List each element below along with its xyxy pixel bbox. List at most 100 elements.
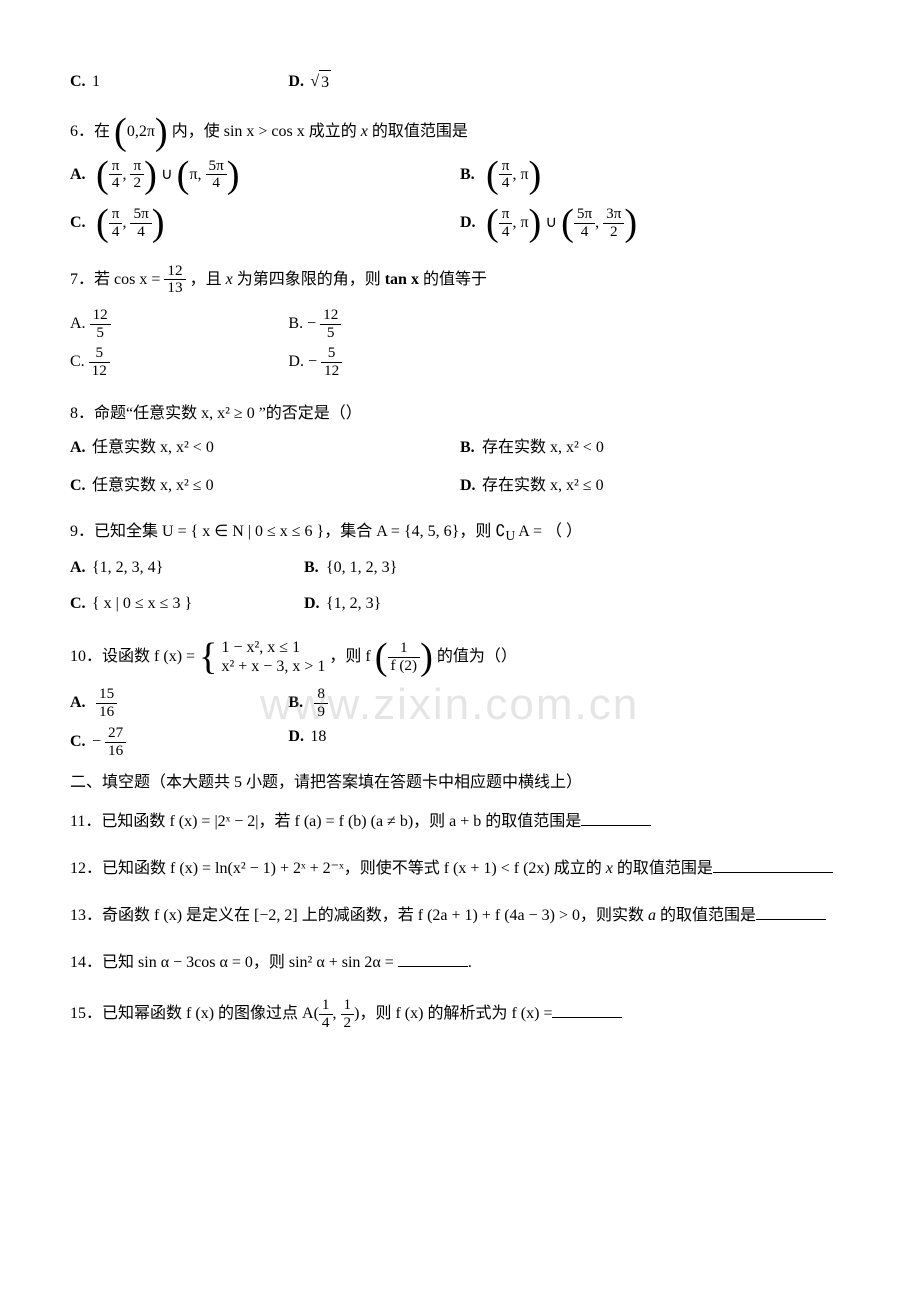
tanx: tan x [385, 270, 419, 287]
text: 的取值范围是 [368, 123, 468, 140]
text: ，则 [459, 523, 495, 540]
interval-l: 0, [127, 123, 139, 140]
text: 命题“任意实数 x, x² ≥ 0 ”的否定是（） [94, 405, 362, 422]
q8-option-a: A.任意实数 x, x² < 0 [70, 436, 460, 460]
text: ，若 [259, 813, 295, 830]
q8-option-d: D.存在实数 x, x² ≤ 0 [460, 474, 850, 498]
text: 的解析式为 [423, 1005, 511, 1022]
text: 已知函数 [101, 813, 169, 830]
q9-option-d: D.{1, 2, 3} [304, 592, 522, 616]
q6-option-c: C. ( π4, 5π4 ) [70, 206, 460, 240]
q-number: 12． [70, 860, 102, 877]
question-15: 15．已知幂函数 f (x) 的图像过点 A(14, 12)，则 f (x) 的… [70, 997, 850, 1031]
text: 已知函数 [102, 860, 170, 877]
q6-stem: 6．在 (0,2π) 内，使 sin x > cos x 成立的 x 的取值范围… [70, 117, 850, 148]
sub-u: U [506, 528, 516, 543]
answer-blank [552, 1001, 622, 1018]
neg: − [92, 733, 101, 750]
text: 的值为（） [437, 648, 517, 665]
union: ∪ [545, 214, 557, 231]
answer-blank [756, 903, 826, 920]
text: 已知幂函数 [102, 1005, 186, 1022]
text: 内，使 [172, 123, 224, 140]
cond: f (a) = f (b) (a ≠ b) [295, 813, 414, 830]
text: 已知 [102, 954, 138, 971]
opt-label: B. [460, 163, 482, 187]
q-number: 13． [70, 907, 102, 924]
text: 已知全集 [94, 523, 162, 540]
cond: f (2a + 1) + f (4a − 3) > 0 [418, 907, 580, 924]
question-13: 13．奇函数 f (x) 是定义在 [−2, 2] 上的减函数，若 f (2a … [70, 903, 850, 928]
fx: f (x) = ln(x² − 1) + 2ˣ + 2⁻ˣ [170, 860, 344, 877]
opt-label: C. [70, 211, 92, 235]
q8-option-b: B.存在实数 x, x² < 0 [460, 436, 850, 460]
text: ，则实数 [580, 907, 648, 924]
question-7: 7．若 cos x = 1213 ，且 x 为第四象限的角，则 tan x 的值… [70, 263, 850, 380]
q9-stem: 9．已知全集 U = { x ∈ N | 0 ≤ x ≤ 6 }，集合 A = … [70, 520, 850, 546]
sqrt-expr: √3 [310, 70, 331, 95]
q7-option-a: A. 125 [70, 307, 288, 341]
text: 在 [94, 123, 110, 140]
opt-label: C. [70, 353, 85, 370]
q-number: 10． [70, 648, 102, 665]
q7-option-c: C. 512 [70, 345, 288, 379]
question-6: 6．在 (0,2π) 内，使 sin x > cos x 成立的 x 的取值范围… [70, 117, 850, 241]
q-number: 9． [70, 523, 94, 540]
q10-option-a: A. 1516 [70, 686, 288, 720]
q-number: 6． [70, 123, 94, 140]
xvar: x [606, 860, 613, 877]
q10-option-b: B. 89 [288, 686, 506, 720]
q8-option-c: C.任意实数 x, x² ≤ 0 [70, 474, 460, 498]
xvar: x [226, 270, 233, 287]
interval: (0,2π) [114, 117, 168, 148]
q6-option-b: B. ( π4, π ) [460, 158, 850, 192]
q5-options-row: C.1 D.√3 [70, 70, 850, 95]
text: 的取值范围是 [613, 860, 713, 877]
q5-option-c: C.1 [70, 70, 288, 95]
neg: − [307, 315, 316, 332]
neg: − [308, 353, 317, 370]
opt-label: B. [288, 315, 303, 332]
q6-option-d: D. ( π4, π ) ∪ ( 5π4, 3π2 ) [460, 206, 850, 240]
question-12: 12．已知函数 f (x) = ln(x² − 1) + 2ˣ + 2⁻ˣ，则使… [70, 856, 850, 881]
answer-blank [398, 950, 468, 967]
complement: ∁ [495, 523, 505, 540]
q-number: 15． [70, 1005, 102, 1022]
fx: f (x) [186, 1005, 214, 1022]
q9-option-c: C.{ x | 0 ≤ x ≤ 3 } [70, 592, 304, 616]
q-number: 11． [70, 813, 101, 830]
text: = （ ） [529, 523, 582, 540]
text: 设函数 [102, 648, 154, 665]
opt-label: D. [288, 353, 304, 370]
opt-value: 1 [92, 73, 100, 90]
q9-option-b: B.{0, 1, 2, 3} [304, 556, 522, 580]
text: ，集合 [324, 523, 376, 540]
opt-label: D. [460, 211, 482, 235]
fxeq: f (x) = [511, 1005, 552, 1022]
dot: . [468, 954, 472, 971]
text: 成立的 [305, 123, 361, 140]
q6-option-a: A. ( π4, π2 ) ∪ ( π, 5π4 ) [70, 158, 460, 192]
cond: sin α − 3cos α = 0 [138, 954, 253, 971]
text: 的图像过点 [214, 1005, 302, 1022]
set-a: A = {4, 5, 6} [376, 523, 459, 540]
ab: a + b [449, 813, 481, 830]
q10-option-d: D.18 [288, 725, 506, 759]
answer-blank [581, 809, 651, 826]
eq: = [381, 954, 398, 971]
opt-label: D. [288, 70, 310, 94]
fx: f (x) [154, 907, 182, 924]
question-8: 8．命题“任意实数 x, x² ≥ 0 ”的否定是（） A.任意实数 x, x²… [70, 402, 850, 498]
opt-label: A. [70, 163, 92, 187]
fx: f (x) = [154, 648, 195, 665]
xvar: x [361, 123, 368, 140]
point-a: A( [302, 1005, 319, 1022]
question-14: 14．已知 sin α − 3cos α = 0，则 sin² α + sin … [70, 950, 850, 975]
text: 若 [94, 270, 114, 287]
q9-option-a: A.{1, 2, 3, 4} [70, 556, 304, 580]
case2: x² + x − 3, x > 1 [221, 657, 325, 676]
opt-label: A. [70, 315, 86, 332]
f-call: f [365, 648, 370, 665]
case1: 1 − x², x ≤ 1 [221, 638, 325, 657]
a-var: A [518, 523, 529, 540]
